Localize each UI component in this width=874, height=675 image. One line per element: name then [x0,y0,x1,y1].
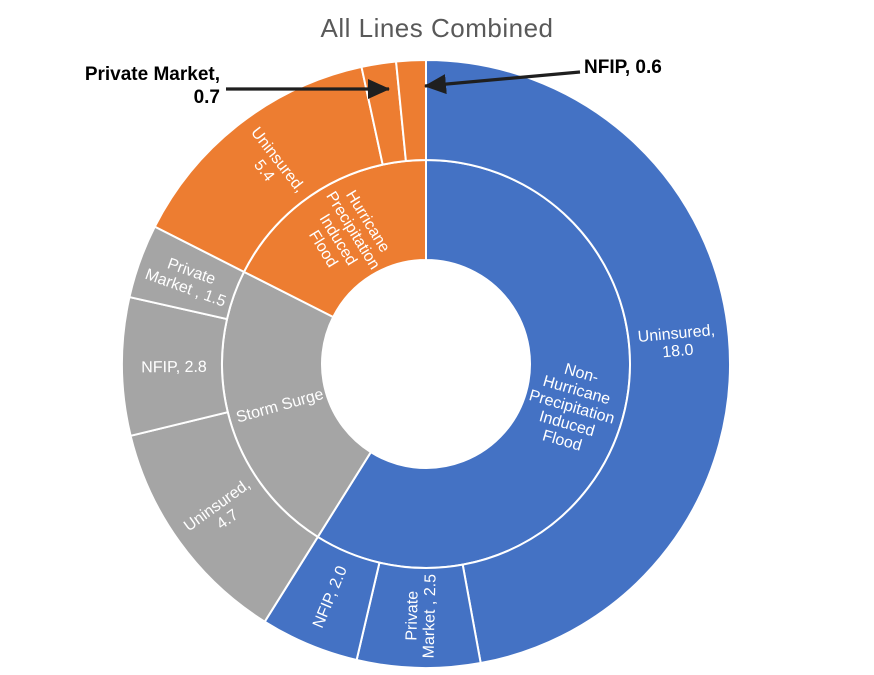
outer-label-private-market-2-5: PrivateMarket , 2.5 [403,573,440,658]
outer-label-uninsured-18: Uninsured,18.0 [637,322,717,363]
callout-private-market-line2: 0.7 [193,87,220,108]
callout-arrow-nfip [424,70,581,95]
callout-nfip: NFIP, 0.6 [584,57,662,78]
outer-segment-uninsured-18 [425,59,732,665]
callout-arrows-group [226,70,581,99]
segments-group [121,59,732,670]
outer-label-nfip-2-8: NFIP, 2.8 [141,359,207,377]
callout-private-market: Private Market, 0.7 [78,63,220,109]
chart-title: All Lines Combined [320,13,554,43]
callout-private-market-line1: Private Market, [84,64,220,85]
outer-segment-nfip-0-6 [395,59,427,162]
